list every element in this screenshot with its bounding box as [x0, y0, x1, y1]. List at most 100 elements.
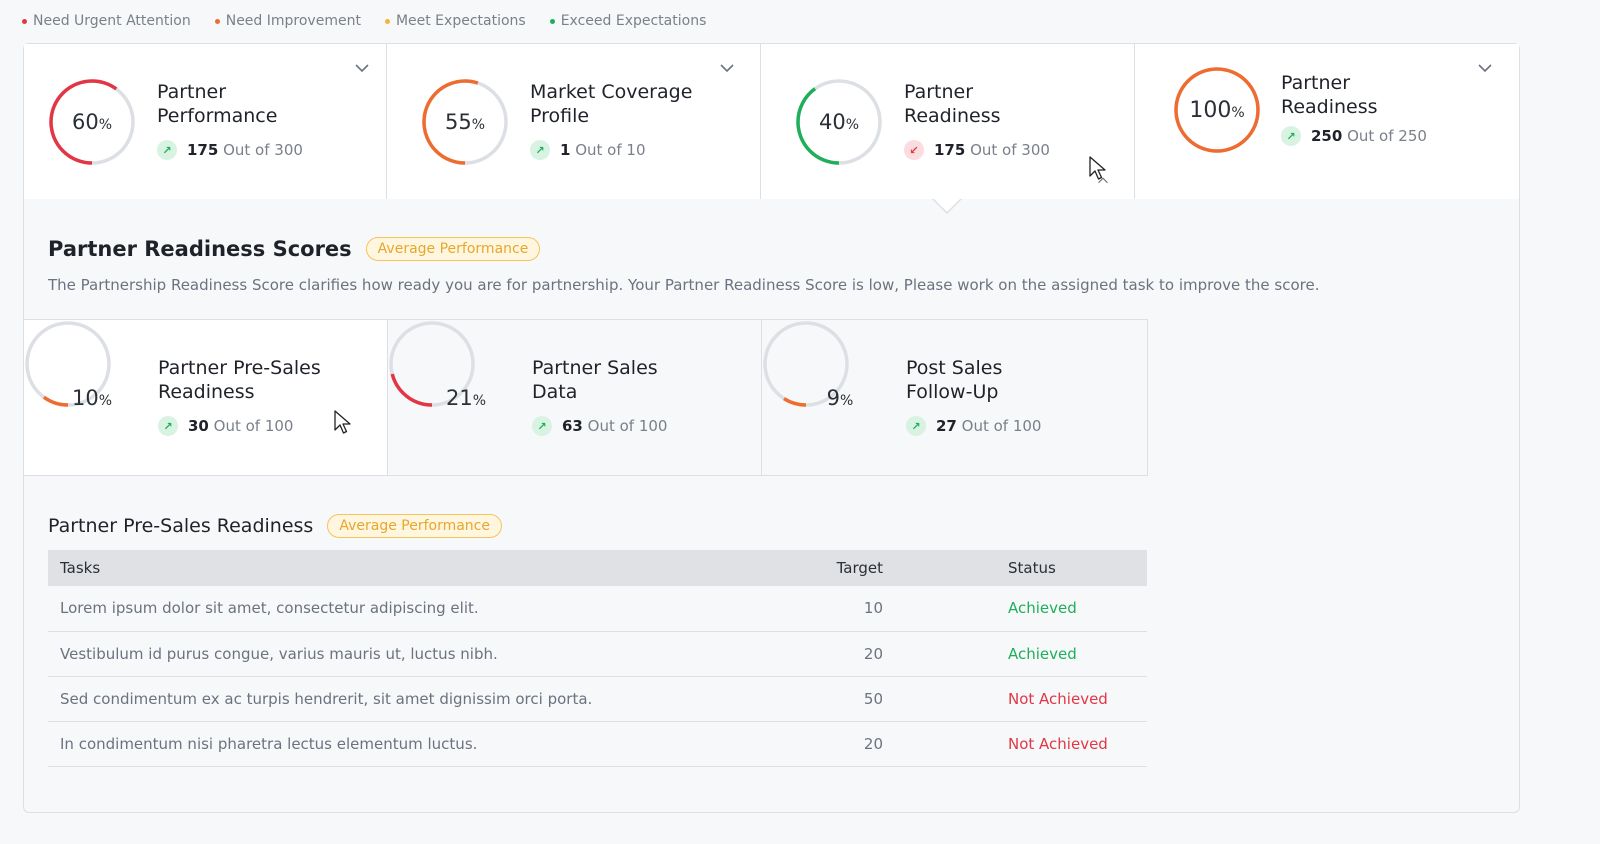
trend-up-icon: ↗ — [530, 140, 550, 160]
progress-ring — [1174, 67, 1260, 153]
percent-label: 55% — [444, 110, 486, 134]
legend-item-urgent: Need Urgent Attention — [22, 13, 191, 29]
status-cell: Achieved — [895, 586, 1147, 632]
sub-title: Post Sales Follow-Up — [906, 357, 1003, 403]
target-cell: 20 — [745, 631, 895, 677]
sub-stat: ↗ 27 Out of 100 — [906, 416, 1041, 436]
sub-card-sales-data[interactable]: 21% Partner Sales Data ↗ 63 Out of 100 — [388, 320, 762, 475]
legend-dot — [214, 18, 220, 24]
table-header-row: Tasks Target Status — [48, 550, 1147, 586]
kpi-row: 60% Partner Performance ↗ 175 Out of 300 … — [24, 44, 1519, 199]
percent-label: 100% — [1189, 97, 1245, 123]
chevron-down-icon[interactable] — [1477, 62, 1493, 74]
ring-progress — [389, 321, 475, 407]
ring-progress — [1174, 67, 1260, 153]
progress-ring — [763, 321, 849, 407]
mouse-cursor-icon — [334, 410, 351, 434]
table-row[interactable]: In condimentum nisi pharetra lectus elem… — [48, 721, 1147, 767]
task-cell: Vestibulum id purus congue, varius mauri… — [48, 631, 745, 677]
sub-stat: ↗ 30 Out of 100 — [158, 416, 293, 436]
table-header: Partner Pre-Sales Readiness Average Perf… — [48, 514, 502, 538]
target-cell: 50 — [745, 676, 895, 722]
progress-ring — [49, 79, 135, 165]
kpi-title: Partner Performance — [157, 81, 278, 127]
column-header-tasks[interactable]: Tasks — [60, 559, 101, 577]
tasks-table: Tasks Target Status Lorem ipsum dolor si… — [48, 550, 1147, 767]
section-description: The Partnership Readiness Score clarifie… — [48, 276, 1320, 294]
sub-score-row: 10% Partner Pre-Sales Readiness ↗ 30 Out … — [24, 319, 1148, 476]
progress-ring — [389, 321, 475, 407]
section-header: Partner Readiness Scores Average Perform… — [48, 237, 541, 261]
trend-up-icon: ↗ — [906, 416, 926, 436]
ring-progress — [763, 321, 849, 407]
task-cell: Lorem ipsum dolor sit amet, consectetur … — [48, 586, 745, 632]
sub-stat: ↗ 63 Out of 100 — [532, 416, 667, 436]
kpi-stat: ↙ 175 Out of 300 — [904, 140, 1050, 160]
trend-up-icon: ↗ — [1281, 126, 1301, 146]
percent-label: 40% — [818, 110, 860, 134]
status-cell: Achieved — [895, 631, 1147, 677]
section-title: Partner Readiness Scores — [48, 237, 352, 261]
progress-ring — [796, 79, 882, 165]
target-cell: 20 — [745, 721, 895, 767]
performance-badge: Average Performance — [327, 514, 502, 538]
legend-label: Exceed Expectations — [560, 13, 707, 29]
kpi-card-market-coverage[interactable]: 55% Market Coverage Profile ↗ 1 Out of 10 — [387, 44, 761, 199]
table-row[interactable]: Vestibulum id purus congue, varius mauri… — [48, 631, 1147, 677]
trend-down-icon: ↙ — [904, 140, 924, 160]
ring-progress — [49, 79, 135, 165]
percent-label: 60% — [71, 110, 113, 134]
kpi-card-partner-readiness-active[interactable]: 40% Partner Readiness ↙ 175 Out of 300 — [761, 44, 1135, 199]
table-row[interactable]: Sed condimentum ex ac turpis hendrerit, … — [48, 676, 1147, 722]
sub-title: Partner Sales Data — [532, 357, 658, 403]
status-cell: Not Achieved — [895, 676, 1147, 722]
ring-progress — [796, 79, 882, 165]
progress-ring — [422, 79, 508, 165]
sub-title: Partner Pre-Sales Readiness — [158, 357, 321, 403]
kpi-card-partner-readiness-total[interactable]: 100% Partner Readiness ↗ 250 Out of 250 — [1135, 44, 1519, 199]
chevron-down-icon[interactable] — [354, 62, 370, 74]
active-card-pointer — [932, 198, 962, 214]
performance-badge: Average Performance — [365, 237, 541, 261]
sub-card-pre-sales[interactable]: 10% Partner Pre-Sales Readiness ↗ 30 Out … — [24, 320, 388, 475]
chevron-down-icon[interactable] — [719, 62, 735, 74]
kpi-title: Partner Readiness — [904, 81, 1001, 127]
legend-item-improvement: Need Improvement — [214, 13, 361, 29]
trend-up-icon: ↗ — [157, 140, 177, 160]
task-cell: In condimentum nisi pharetra lectus elem… — [48, 721, 745, 767]
legend-label: Need Improvement — [225, 13, 361, 29]
scores-panel: 60% Partner Performance ↗ 175 Out of 300 … — [23, 43, 1520, 813]
column-header-status[interactable]: Status — [1008, 559, 1056, 577]
kpi-title: Partner Readiness — [1281, 72, 1378, 118]
trend-up-icon: ↗ — [532, 416, 552, 436]
legend: Need Urgent Attention Need Improvement M… — [22, 13, 706, 29]
ring-progress — [422, 79, 508, 165]
table-title: Partner Pre-Sales Readiness — [48, 515, 314, 537]
legend-label: Need Urgent Attention — [33, 13, 191, 29]
kpi-stat: ↗ 175 Out of 300 — [157, 140, 303, 160]
kpi-stat: ↗ 1 Out of 10 — [530, 140, 646, 160]
chevron-up-icon[interactable] — [1097, 176, 1109, 185]
sub-card-post-sales[interactable]: 9% Post Sales Follow-Up ↗ 27 Out of 100 — [762, 320, 1146, 475]
kpi-card-partner-performance[interactable]: 60% Partner Performance ↗ 175 Out of 300 — [24, 44, 387, 199]
trend-up-icon: ↗ — [158, 416, 178, 436]
percent-label: 10% — [71, 386, 113, 410]
legend-label: Meet Expectations — [395, 13, 526, 29]
status-cell: Not Achieved — [895, 721, 1147, 767]
legend-item-meet: Meet Expectations — [384, 13, 526, 29]
table-row[interactable]: Lorem ipsum dolor sit amet, consectetur … — [48, 586, 1147, 632]
legend-dot — [549, 18, 555, 24]
target-cell: 10 — [745, 586, 895, 632]
legend-dot — [22, 18, 27, 24]
kpi-title: Market Coverage Profile — [530, 81, 693, 127]
progress-ring — [25, 321, 111, 407]
kpi-stat: ↗ 250 Out of 250 — [1281, 126, 1427, 146]
mouse-cursor-icon — [1089, 156, 1106, 180]
task-cell: Sed condimentum ex ac turpis hendrerit, … — [48, 676, 745, 722]
legend-dot — [384, 18, 390, 24]
ring-progress — [25, 321, 111, 407]
column-header-target[interactable]: Target — [836, 559, 883, 577]
percent-label: 9% — [826, 386, 854, 410]
percent-label: 21% — [445, 386, 487, 410]
legend-item-exceed: Exceed Expectations — [549, 13, 707, 29]
